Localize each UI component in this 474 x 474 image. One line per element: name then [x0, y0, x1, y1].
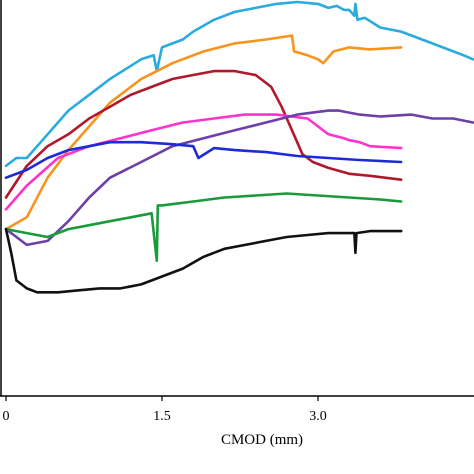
- series-line-4: [4, 113, 403, 211]
- series-line-8: [4, 227, 403, 294]
- x-axis-title: CMOD (mm): [221, 432, 303, 448]
- x-tick-label: 1.5: [153, 409, 171, 424]
- series-line-1: [4, 0, 474, 168]
- series-layer: [4, 0, 474, 294]
- series-line-3: [4, 69, 403, 199]
- series-line-5: [4, 109, 474, 247]
- axes: [0, 0, 474, 397]
- series-line-2: [4, 34, 403, 231]
- x-tick-label: 3.0: [309, 409, 327, 424]
- series-line-6: [4, 140, 403, 179]
- x-ticks: 0 1.5 3.0: [3, 396, 327, 424]
- series-line-7: [4, 192, 403, 263]
- x-tick-label: 0: [3, 409, 10, 424]
